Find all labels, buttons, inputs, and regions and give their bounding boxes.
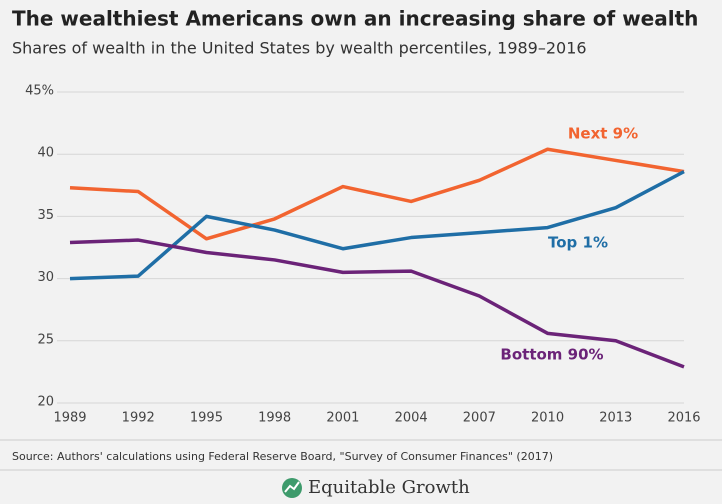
x-tick-label: 1995 — [190, 411, 223, 426]
x-tick-label: 2013 — [599, 411, 632, 426]
series-label: Bottom 90% — [500, 346, 603, 364]
logo-arrow — [284, 481, 300, 493]
x-tick-label: 2010 — [531, 411, 564, 426]
y-tick-label: 20 — [37, 395, 54, 410]
x-tick-label: 2007 — [463, 411, 496, 426]
x-tick-label: 2004 — [395, 411, 428, 426]
x-tick-label: 1989 — [53, 411, 86, 426]
brand: Equitable Growth — [308, 477, 470, 498]
x-tick-label: 1992 — [122, 411, 155, 426]
source: Source: Authors' calculations using Fede… — [12, 450, 553, 463]
chart-title: The wealthiest Americans own an increasi… — [12, 7, 698, 31]
line — [69, 147, 685, 241]
chart-subtitle: Shares of wealth in the United States by… — [12, 39, 587, 58]
logo — [282, 478, 302, 498]
series-label: Next 9% — [568, 125, 638, 143]
x-tick-label: 2001 — [326, 411, 359, 426]
y-tick-label: 25 — [37, 332, 54, 347]
x-tick-label: 2016 — [667, 411, 700, 426]
y-tick-label: 35 — [37, 208, 54, 223]
y-tick-label: 30 — [37, 270, 54, 285]
x-tick-label: 1998 — [258, 411, 291, 426]
series-label: Top 1% — [548, 234, 608, 252]
y-tick-label: 40 — [37, 146, 54, 161]
line — [69, 238, 685, 369]
y-tick-label: 45% — [25, 84, 54, 99]
